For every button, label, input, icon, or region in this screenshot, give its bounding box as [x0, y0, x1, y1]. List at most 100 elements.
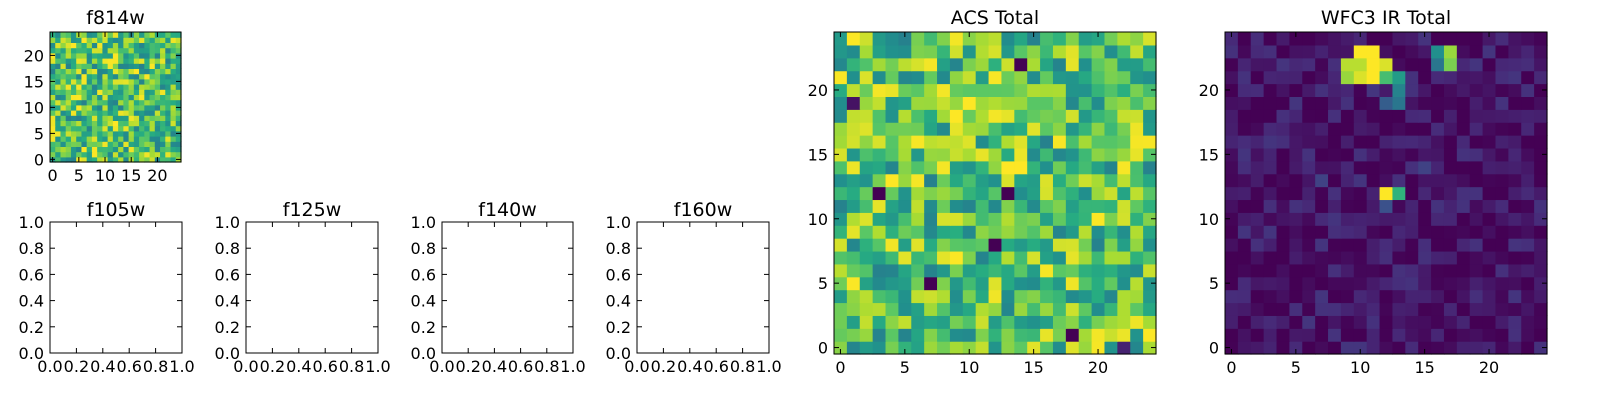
heatmap-cell	[1014, 212, 1028, 226]
heatmap-cell	[1340, 302, 1355, 316]
heatmap-cell	[1443, 328, 1458, 342]
heatmap-cell	[872, 32, 887, 46]
heatmap-cell	[1065, 238, 1080, 252]
heatmap-cell	[1328, 44, 1342, 59]
heatmap-cell	[1521, 135, 1535, 149]
heatmap-cell	[112, 73, 119, 80]
heatmap-cell	[107, 37, 114, 43]
heatmap-cell	[1225, 186, 1239, 201]
heatmap-cell	[924, 96, 938, 110]
chart-title: ACS Total	[951, 7, 1039, 29]
heatmap-cell	[1001, 186, 1015, 201]
heatmap-cell	[1130, 160, 1144, 175]
heatmap-cell	[65, 136, 72, 142]
heatmap-cell	[1117, 302, 1131, 316]
heatmap-cell	[1482, 135, 1497, 149]
heatmap-cell	[834, 289, 848, 304]
heatmap-cell	[139, 141, 145, 147]
heatmap-cell	[1014, 186, 1028, 201]
heatmap-cell	[1469, 122, 1484, 136]
heatmap-cell	[1250, 263, 1265, 278]
heatmap-cell	[118, 58, 124, 64]
heatmap-cell	[81, 42, 88, 49]
heatmap-cell	[1328, 225, 1342, 239]
heatmap-cell	[1456, 315, 1471, 329]
heatmap-cell	[1225, 160, 1239, 175]
heatmap-cell	[1456, 32, 1471, 46]
heatmap-cell	[1315, 328, 1329, 342]
heatmap-cell	[1508, 276, 1522, 291]
heatmap-cell	[1392, 212, 1406, 226]
heatmap-cell	[91, 151, 98, 158]
y-tick-label: 0.2	[215, 318, 240, 337]
heatmap-cell	[1289, 83, 1303, 97]
heatmap-cell	[1237, 147, 1252, 162]
heatmap-cell	[1104, 250, 1118, 265]
heatmap-cell	[937, 135, 951, 149]
heatmap-cell	[123, 146, 130, 153]
heatmap-cell	[128, 151, 135, 158]
heatmap-cell	[112, 94, 119, 101]
heatmap-cell	[1302, 328, 1316, 342]
heatmap-cell	[872, 315, 887, 329]
heatmap-cell	[1392, 57, 1406, 72]
heatmap-cell	[1014, 341, 1028, 355]
heatmap-cell	[97, 42, 103, 49]
heatmap-cell	[165, 99, 172, 106]
heatmap-cell	[1276, 341, 1290, 355]
heatmap-cell	[86, 32, 93, 38]
heatmap-cell	[1379, 83, 1394, 97]
heatmap-cell	[846, 328, 861, 342]
heatmap-cell	[1143, 147, 1157, 162]
heatmap-cell	[988, 122, 1003, 136]
heatmap-cell	[102, 130, 109, 137]
heatmap-cell	[86, 141, 93, 147]
heatmap-cell	[1340, 135, 1355, 149]
heatmap-cell	[1052, 135, 1067, 149]
heatmap-cell	[91, 141, 98, 147]
heatmap-cell	[1052, 44, 1067, 59]
heatmap-cell	[97, 94, 103, 101]
heatmap-cell	[1014, 173, 1028, 188]
heatmap-cell	[1225, 57, 1239, 72]
heatmap-cell	[86, 68, 93, 75]
heatmap-cell	[1104, 147, 1118, 162]
heatmap-cell	[1405, 250, 1419, 265]
heatmap-cell	[1456, 70, 1471, 85]
heatmap-cell	[1405, 186, 1419, 201]
heatmap-cell	[1366, 70, 1381, 85]
heatmap-cell	[144, 115, 151, 121]
heatmap-cell	[1456, 276, 1471, 291]
heatmap-cell	[133, 156, 140, 163]
heatmap-cell	[1366, 263, 1381, 278]
heatmap-cell	[1443, 238, 1458, 252]
heatmap-cell	[1225, 225, 1239, 239]
chart-title: f160w	[674, 199, 733, 221]
heatmap-cell	[160, 32, 166, 38]
heatmap-cell	[924, 57, 938, 72]
heatmap-cell	[123, 115, 130, 121]
heatmap-cell	[50, 146, 56, 153]
heatmap-cell	[1456, 160, 1471, 175]
heatmap-cell	[1117, 70, 1131, 85]
heatmap-cell	[70, 63, 77, 69]
heatmap-cell	[859, 289, 874, 304]
heatmap-cell	[1052, 276, 1067, 291]
heatmap-cell	[86, 47, 93, 54]
heatmap-cell	[1456, 328, 1471, 342]
heatmap-cell	[1405, 147, 1419, 162]
heatmap-cell	[70, 125, 77, 132]
heatmap-cell	[165, 42, 172, 49]
heatmap-cell	[1289, 199, 1303, 213]
x-tick-label: 0.4	[677, 357, 702, 376]
heatmap-cell	[1482, 44, 1497, 59]
heatmap-cell	[859, 302, 874, 316]
heatmap-cell	[937, 276, 951, 291]
heatmap-cell	[1040, 32, 1054, 46]
heatmap-cell	[1379, 328, 1394, 342]
heatmap-cell	[118, 42, 124, 49]
heatmap-cell	[165, 125, 172, 132]
heatmap-cell	[175, 32, 182, 38]
heatmap-cell	[1143, 302, 1157, 316]
heatmap-cell	[1340, 250, 1355, 265]
